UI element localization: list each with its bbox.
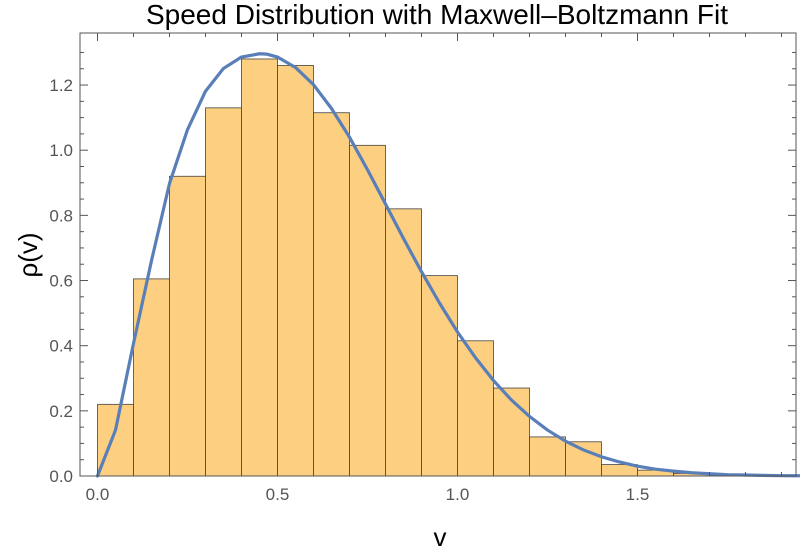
histogram-bar (313, 112, 350, 477)
histogram-bar (565, 441, 602, 477)
histogram-bar (133, 278, 170, 477)
y-tick-label: 0.6 (49, 272, 73, 291)
y-tick-label: 0.8 (49, 206, 73, 225)
y-tick-label: 1.0 (49, 141, 73, 160)
histogram-bar (385, 208, 422, 477)
fit-curve-line (95, 52, 800, 478)
y-tick-label: 0.0 (49, 467, 73, 486)
chart-title: Speed Distribution with Maxwell–Boltzman… (146, 0, 728, 30)
histogram-bar (241, 58, 278, 477)
x-tick-label: 0.5 (266, 485, 290, 504)
histogram-bar (169, 175, 206, 477)
histogram-bar (205, 107, 242, 477)
x-tick-label: 1.5 (626, 485, 650, 504)
y-axis-label: ρ(v) (13, 232, 43, 277)
plot-frame (79, 32, 797, 477)
histogram-bar (529, 436, 566, 477)
histogram-bar (421, 275, 458, 477)
histogram-bar (457, 340, 494, 477)
y-tick-label: 0.4 (49, 337, 73, 356)
x-tick-label: 1.0 (446, 485, 470, 504)
x-axis-label: v (434, 522, 447, 552)
histogram-bar (493, 387, 530, 477)
y-tick-label: 0.2 (49, 402, 73, 421)
x-tick-label: 0.0 (86, 485, 110, 504)
plot-area: 0.0 0.5 1.0 1.5 0.0 0.2 0.4 0.6 0.8 1.0 1.2 (49, 32, 800, 504)
y-tick-label: 1.2 (49, 76, 73, 95)
histogram-bar (349, 144, 386, 477)
histogram-bar (277, 65, 314, 477)
